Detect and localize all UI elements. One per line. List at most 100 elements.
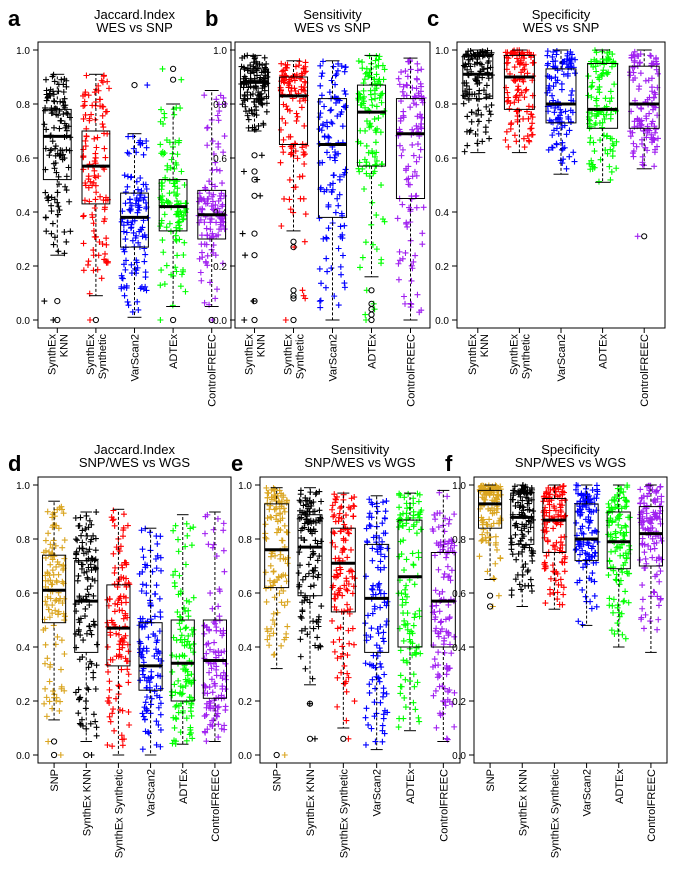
box-synthex-knn: SynthEx KNN — [508, 482, 537, 836]
data-point — [414, 125, 421, 132]
data-point — [622, 588, 629, 595]
data-point — [314, 540, 321, 547]
data-point — [435, 524, 442, 531]
data-point — [410, 622, 417, 629]
data-point — [417, 146, 424, 153]
data-point — [206, 669, 213, 676]
data-point — [216, 167, 223, 174]
data-point — [124, 666, 131, 673]
data-point — [608, 548, 615, 555]
data-point — [134, 186, 141, 193]
data-point — [367, 120, 374, 127]
data-point — [637, 105, 644, 112]
data-point — [161, 114, 168, 121]
data-point — [640, 625, 647, 632]
data-point — [204, 262, 211, 269]
data-point — [344, 670, 351, 677]
data-point — [316, 488, 323, 495]
x-tick-label: ControlFREEC — [438, 769, 450, 842]
data-point — [355, 58, 362, 65]
data-point — [512, 531, 519, 538]
data-point — [381, 599, 388, 606]
box-adtex: ADTEx — [585, 47, 620, 369]
data-point — [105, 694, 112, 701]
data-point — [576, 558, 583, 565]
data-point — [80, 637, 87, 644]
data-point — [147, 597, 154, 604]
data-point — [95, 252, 102, 259]
data-point — [513, 138, 520, 145]
data-point — [289, 73, 296, 80]
data-point — [361, 76, 368, 83]
plot-frame — [473, 476, 668, 764]
data-point — [47, 561, 54, 568]
data-point — [582, 485, 589, 492]
data-point — [122, 266, 129, 273]
data-point — [571, 158, 578, 165]
data-point — [327, 107, 334, 114]
data-point — [476, 79, 483, 86]
data-point — [530, 508, 537, 515]
data-point — [278, 60, 285, 67]
data-point — [90, 674, 97, 681]
data-point — [410, 562, 417, 569]
data-point — [93, 732, 100, 739]
data-point — [657, 483, 664, 490]
data-point — [99, 121, 106, 128]
data-point — [467, 127, 474, 134]
data-point — [373, 642, 380, 649]
data-point — [135, 306, 142, 313]
data-point — [572, 546, 579, 553]
data-point — [417, 650, 424, 657]
data-point — [277, 87, 284, 94]
data-point — [74, 537, 81, 544]
data-point — [331, 591, 338, 598]
data-point — [410, 500, 417, 507]
data-point — [104, 619, 111, 626]
data-point — [245, 116, 252, 123]
data-point — [60, 510, 67, 517]
data-point — [596, 83, 603, 90]
x-tick-label: ADTEx — [178, 769, 190, 804]
data-point — [417, 526, 424, 533]
data-point — [415, 714, 422, 721]
data-point — [270, 568, 277, 575]
y-tick-label: 0.4 — [16, 208, 30, 219]
data-point — [61, 250, 68, 257]
data-point — [412, 610, 419, 617]
data-point — [263, 60, 270, 67]
data-point — [187, 704, 194, 711]
data-point — [106, 713, 113, 720]
data-point — [286, 176, 293, 183]
data-point — [209, 198, 216, 205]
data-point — [486, 491, 493, 498]
y-tick-label: 0.2 — [435, 262, 449, 273]
data-point — [321, 103, 328, 110]
data-point — [309, 675, 316, 682]
data-point — [418, 66, 425, 73]
data-point — [206, 684, 213, 691]
data-point — [554, 77, 561, 84]
data-point — [145, 675, 152, 682]
data-point — [103, 108, 110, 115]
data-point — [210, 648, 217, 655]
data-point — [139, 746, 146, 753]
outlier-point — [170, 65, 177, 73]
data-point — [140, 151, 147, 158]
box-synthex-synthetic: SynthEx Synthetic — [540, 482, 569, 858]
data-point — [267, 577, 274, 584]
data-point — [342, 91, 349, 98]
data-point — [209, 138, 216, 145]
data-point — [296, 97, 303, 104]
data-point — [484, 568, 491, 575]
data-point — [301, 524, 308, 531]
data-point — [343, 512, 350, 519]
data-point — [380, 711, 387, 718]
data-point — [480, 519, 487, 526]
data-point — [183, 715, 190, 722]
data-point — [553, 51, 560, 58]
data-point — [305, 561, 312, 568]
data-point — [309, 548, 316, 555]
data-point — [85, 258, 92, 265]
data-point — [157, 711, 164, 718]
